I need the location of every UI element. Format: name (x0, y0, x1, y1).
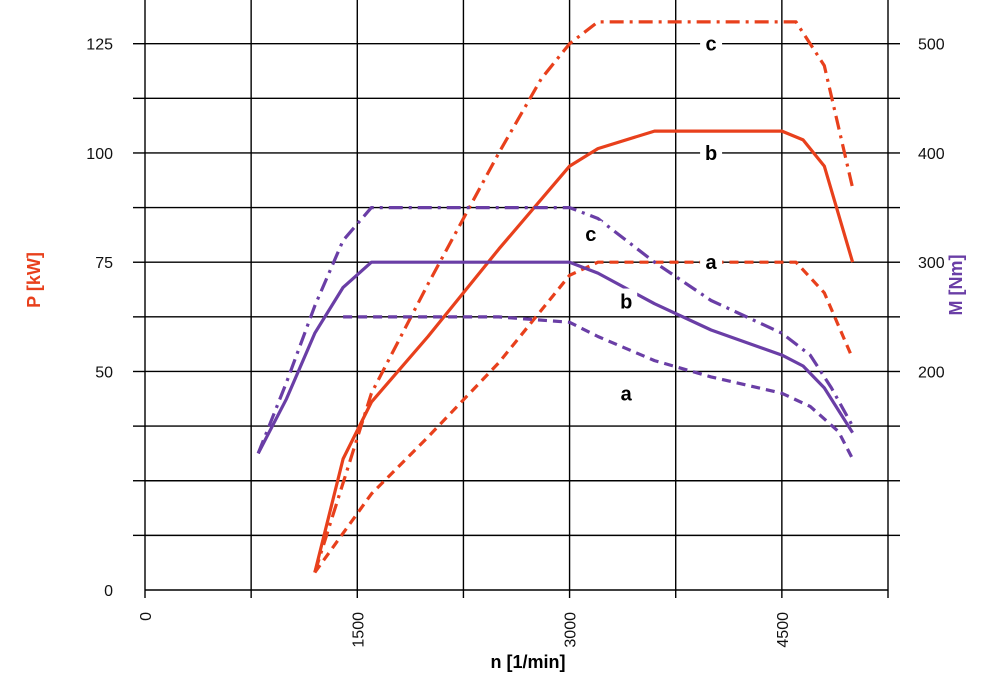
x-tick-label: 3000 (563, 612, 580, 648)
series-label-background (700, 249, 723, 276)
y-left-tick-label: 100 (86, 146, 113, 163)
y-right-tick-label: 500 (918, 37, 945, 54)
grid (133, 0, 900, 598)
series-line-torque-a (343, 315, 855, 460)
series-label-c: c (585, 224, 596, 246)
y-left-tick-label: 75 (95, 255, 113, 272)
series-line-power-a (313, 260, 855, 574)
series-label-c: c (706, 34, 717, 56)
x-axis-title: n [1/min] (491, 652, 566, 672)
y-left-tick-label: 50 (95, 364, 113, 381)
series-line-power-c (313, 20, 855, 573)
x-tick-label: 1500 (350, 612, 367, 648)
series-line-power-b (313, 129, 855, 573)
y-axis-left-title: P [kW] (24, 252, 44, 308)
y-right-tick-label: 400 (918, 146, 945, 163)
x-tick-label: 0 (138, 612, 155, 621)
series-line-torque-c (256, 206, 854, 454)
series-label-a: a (706, 252, 718, 274)
series-label-a: a (621, 383, 633, 405)
y-axis-right-title: M [Nm] (946, 255, 966, 316)
series-label-background (615, 288, 638, 315)
series-label-background (579, 220, 602, 247)
series-label-background (615, 380, 638, 407)
y-left-tick-label: 0 (104, 583, 113, 600)
series-label-b: b (705, 143, 717, 165)
series-label-b: b (620, 292, 632, 314)
series-lines (256, 20, 855, 574)
y-right-tick-label: 300 (918, 255, 945, 272)
series-label-background (700, 139, 723, 166)
series-labels: c b a c b a (579, 30, 723, 407)
series-label-background (700, 30, 723, 57)
series-line-torque-b (256, 260, 854, 455)
y-left-tick-label: 125 (86, 37, 113, 54)
y-right-tick-label: 200 (918, 364, 945, 381)
x-tick-label: 4500 (775, 612, 792, 648)
tick-labels: 0 50 75 100 125 200 300 400 500 0 1500 3000 4500 (86, 37, 945, 648)
